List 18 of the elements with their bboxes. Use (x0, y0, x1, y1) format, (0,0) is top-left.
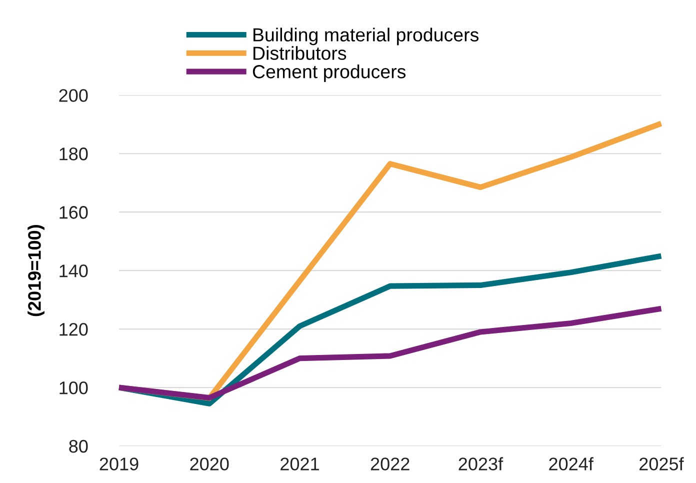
y-tick-label: 160 (60, 206, 88, 219)
legend-label: Cement producers (252, 64, 406, 82)
y-tick-label: 180 (60, 148, 88, 160)
x-tick-label: 2021 (280, 458, 319, 470)
x-tick-label: 2020 (190, 458, 229, 470)
legend-label: Building material producers (254, 28, 479, 46)
legend-label: Distributors (254, 46, 346, 60)
y-tick-label: 200 (59, 89, 88, 102)
y-tick-label: 100 (60, 381, 88, 394)
y-tick-label: 80 (69, 440, 88, 453)
x-tick-label: 2024f (549, 457, 594, 470)
y-axis-title: (2019=100) (28, 225, 44, 316)
x-tick-label: 2025f (640, 457, 684, 470)
y-tick-label: 140 (60, 264, 88, 278)
x-tick-label: 2022 (370, 458, 410, 470)
x-tick-label: 2019 (100, 458, 138, 470)
y-tick-label: 120 (60, 322, 88, 336)
x-tick-label: 2023f (458, 457, 504, 470)
